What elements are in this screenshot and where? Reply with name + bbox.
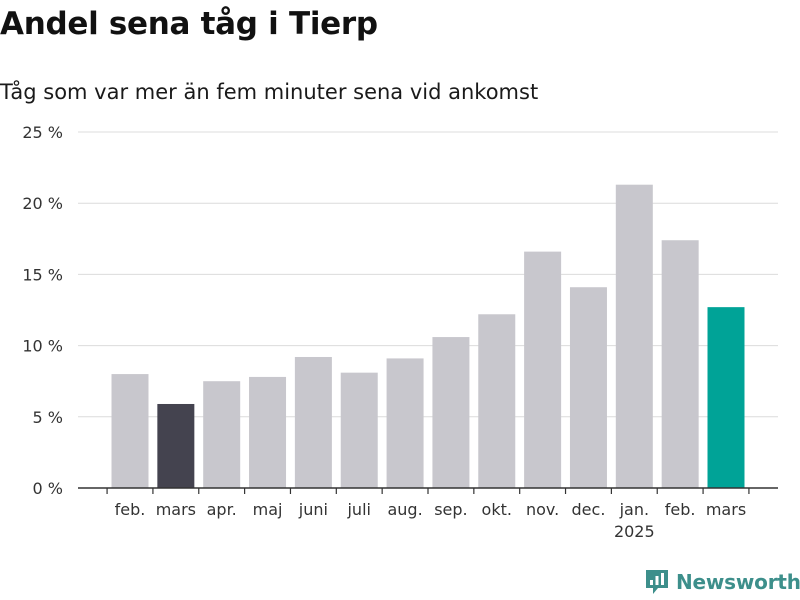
x-tick-label: apr. <box>207 500 237 519</box>
y-tick-label: 20 % <box>22 194 63 213</box>
bar <box>432 337 470 488</box>
bar <box>249 376 287 488</box>
x-tick-label: mars <box>156 500 196 519</box>
x-tick-label: juni <box>298 500 328 519</box>
newsworthy-logo: Newsworthy <box>644 568 800 596</box>
x-tick-label: mars <box>706 500 746 519</box>
chart-subtitle: Tåg som var mer än fem minuter sena vid … <box>0 80 539 104</box>
x-tick-label: maj <box>253 500 283 519</box>
newsworthy-logo-text: Newsworthy <box>676 570 800 594</box>
x-tick-label: sep. <box>434 500 467 519</box>
bar <box>386 358 424 488</box>
x-tick-label: juli <box>346 500 370 519</box>
x-tick-label: feb. <box>115 500 146 519</box>
y-tick-label: 0 % <box>33 479 63 498</box>
chart-title: Andel sena tåg i Tierp <box>0 6 378 42</box>
bar <box>478 314 516 488</box>
bar <box>569 287 607 488</box>
x-tick-label: okt. <box>482 500 512 519</box>
bar <box>707 307 745 488</box>
x-year-label: 2025 <box>614 522 655 541</box>
bar <box>157 403 195 488</box>
bar <box>661 240 699 488</box>
newsworthy-logo-icon <box>646 570 668 594</box>
y-tick-label: 10 % <box>22 337 63 356</box>
x-tick-label: dec. <box>572 500 606 519</box>
bar-chart: 0 % 5 % 10 % 15 % 20 % 25 % feb. mars apr. maj jun… <box>22 123 778 541</box>
x-tick-label: nov. <box>526 500 559 519</box>
bar <box>294 356 332 488</box>
x-tick-label: feb. <box>665 500 696 519</box>
y-tick-label: 5 % <box>33 408 63 427</box>
bar <box>111 374 149 488</box>
y-tick-label: 15 % <box>22 265 63 284</box>
bar <box>524 251 562 488</box>
y-tick-label: 25 % <box>22 123 63 142</box>
x-tick-label: jan. <box>619 500 649 519</box>
bar <box>615 184 653 489</box>
x-tick-label: aug. <box>387 500 422 519</box>
bar <box>203 381 241 488</box>
bar <box>340 372 378 488</box>
